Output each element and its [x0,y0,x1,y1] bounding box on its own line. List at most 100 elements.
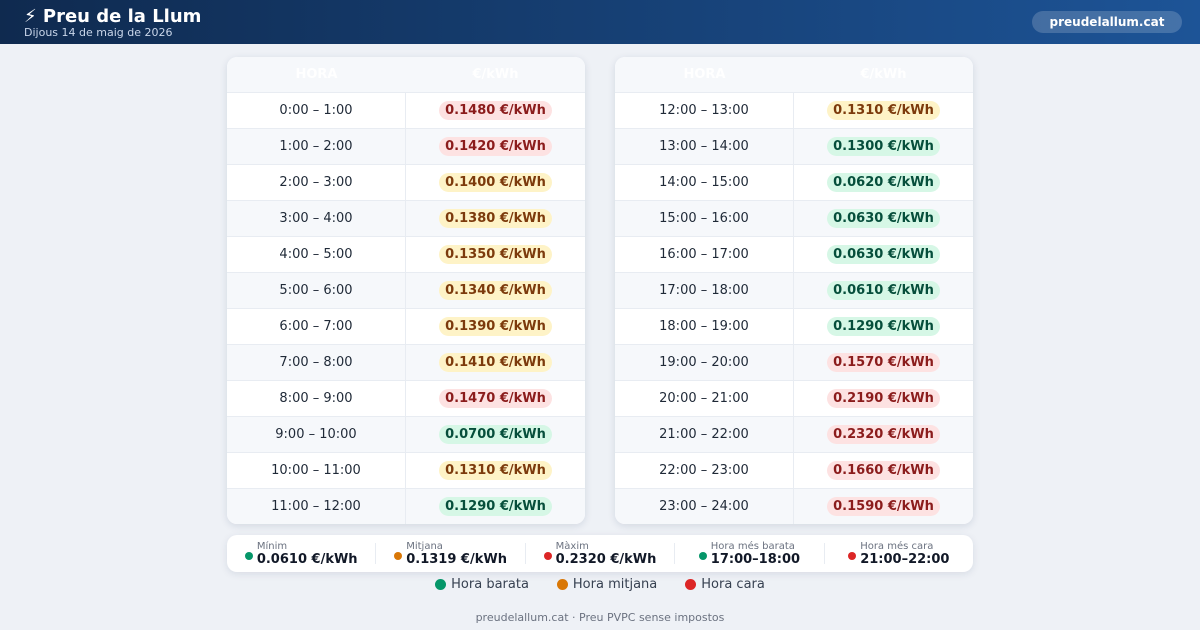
stat-label: Hora més barata [710,540,795,552]
table-row: 10:00 – 11:00 0.1310 €/kWh [227,452,585,488]
price-badge: 0.1480 €/kWh [439,101,552,120]
stat-label: Mitjana [406,540,443,552]
price-cell: 0.1380 €/kWh [406,201,585,236]
price-badge: 0.1590 €/kWh [827,497,940,516]
table-row: 2:00 – 3:00 0.1400 €/kWh [227,164,585,200]
price-badge: 0.0700 €/kWh [439,425,552,444]
column-header: €/kWh [472,67,519,82]
price-badge: 0.1420 €/kWh [439,137,552,156]
title: ⚡ Preu de la Llum [24,6,202,27]
column-header: HORA [295,67,338,82]
stat-text: Hora més cara 21:00–22:00 [860,541,949,567]
hour-cell: 15:00 – 16:00 [615,201,794,236]
table-row: 4:00 – 5:00 0.1350 €/kWh [227,236,585,272]
price-badge: 0.1300 €/kWh [827,137,940,156]
legend-dot [435,579,447,590]
stat: Mínim 0.0610 €/kWh [227,541,377,567]
table-row: 15:00 – 16:00 0.0630 €/kWh [615,200,973,236]
table-row: 18:00 – 19:00 0.1290 €/kWh [615,308,973,344]
table-header: HORA €/kWh [615,57,973,92]
price-cell: 0.1590 €/kWh [794,489,973,524]
price-badge: 0.1310 €/kWh [439,461,552,480]
price-badge: 0.1340 €/kWh [439,281,552,300]
legend-dot [685,579,697,590]
price-cell: 0.1290 €/kWh [406,489,585,524]
legend-label: Hora cara [701,577,765,592]
price-cell: 0.2320 €/kWh [794,417,973,452]
hour-cell: 0:00 – 1:00 [227,93,406,128]
price-cell: 0.0610 €/kWh [794,273,973,308]
price-badge: 0.1570 €/kWh [827,353,940,372]
stat-dot [848,551,857,560]
hour-cell: 10:00 – 11:00 [227,453,406,488]
price-cell: 0.1400 €/kWh [406,165,585,200]
legend-item: Hora barata [435,577,529,592]
hour-cell: 9:00 – 10:00 [227,417,406,452]
price-cell: 0.1350 €/kWh [406,237,585,272]
column-header: €/kWh [860,67,907,82]
price-badge: 0.1410 €/kWh [439,353,552,372]
price-badge: 0.1660 €/kWh [827,461,940,480]
stat-value: 17:00–18:00 [710,551,801,567]
price-badge: 0.2190 €/kWh [827,389,940,408]
price-badge: 0.1380 €/kWh [439,209,552,228]
price-cell: 0.0620 €/kWh [794,165,973,200]
hour-cell: 1:00 – 2:00 [227,129,406,164]
price-cell: 0.1410 €/kWh [406,345,585,380]
price-cell: 0.1300 €/kWh [794,129,973,164]
table-row: 7:00 – 8:00 0.1410 €/kWh [227,344,585,380]
price-badge: 0.1310 €/kWh [827,101,940,120]
footer: preudelallum.cat · Preu PVPC sense impos… [475,611,725,624]
table-row: 17:00 – 18:00 0.0610 €/kWh [615,272,973,308]
hour-cell: 21:00 – 22:00 [615,417,794,452]
price-cell: 0.2190 €/kWh [794,381,973,416]
hour-cell: 14:00 – 15:00 [615,165,794,200]
stat-text: Mínim 0.0610 €/kWh [257,541,358,567]
table-row: 19:00 – 20:00 0.1570 €/kWh [615,344,973,380]
hour-cell: 20:00 – 21:00 [615,381,794,416]
price-cell: 0.1310 €/kWh [406,453,585,488]
hour-cell: 13:00 – 14:00 [615,129,794,164]
hour-cell: 22:00 – 23:00 [615,453,794,488]
price-cell: 0.1420 €/kWh [406,129,585,164]
legend-label: Hora barata [451,577,529,592]
price-badge: 0.1400 €/kWh [439,173,552,192]
hour-cell: 16:00 – 17:00 [615,237,794,272]
stats-bar: Mínim 0.0610 €/kWh Mitjana 0.1319 €/kWh Màxi… [227,535,973,572]
table-row: 14:00 – 15:00 0.0620 €/kWh [615,164,973,200]
hour-cell: 6:00 – 7:00 [227,309,406,344]
table-row: 20:00 – 21:00 0.2190 €/kWh [615,380,973,416]
header: ⚡ Preu de la Llum Dijous 14 de maig de 2… [0,0,1200,44]
stat-dot [543,551,552,560]
stat: Mitjana 0.1319 €/kWh [376,541,526,567]
hour-cell: 4:00 – 5:00 [227,237,406,272]
table-row: 5:00 – 6:00 0.1340 €/kWh [227,272,585,308]
price-cell: 0.1660 €/kWh [794,453,973,488]
hour-cell: 17:00 – 18:00 [615,273,794,308]
price-cell: 0.1390 €/kWh [406,309,585,344]
stat-dot [698,551,707,560]
table-row: 9:00 – 10:00 0.0700 €/kWh [227,416,585,452]
price-cell: 0.1470 €/kWh [406,381,585,416]
price-badge: 0.1290 €/kWh [439,497,552,516]
stat: Màxim 0.2320 €/kWh [526,541,676,567]
table-row: 11:00 – 12:00 0.1290 €/kWh [227,488,585,524]
table-row: 6:00 – 7:00 0.1390 €/kWh [227,308,585,344]
price-badge: 0.1350 €/kWh [439,245,552,264]
price-badge: 0.1390 €/kWh [439,317,552,336]
hour-cell: 8:00 – 9:00 [227,381,406,416]
price-table: HORA €/kWh 12:00 – 13:00 0.1310 €/kWh 13:00 … [615,57,973,524]
table-row: 3:00 – 4:00 0.1380 €/kWh [227,200,585,236]
stat-value: 21:00–22:00 [860,551,950,567]
legend-dot [556,579,568,590]
stat-label: Màxim [555,540,589,552]
stat-text: Màxim 0.2320 €/kWh [556,541,657,567]
table-row: 8:00 – 9:00 0.1470 €/kWh [227,380,585,416]
column-header: HORA [683,67,726,82]
stat-text: Mitjana 0.1319 €/kWh [406,541,507,567]
price-cell: 0.1570 €/kWh [794,345,973,380]
hour-cell: 23:00 – 24:00 [615,489,794,524]
site-button[interactable]: preudelallum.cat [1032,11,1182,33]
stat-value: 0.1319 €/kWh [406,551,507,567]
